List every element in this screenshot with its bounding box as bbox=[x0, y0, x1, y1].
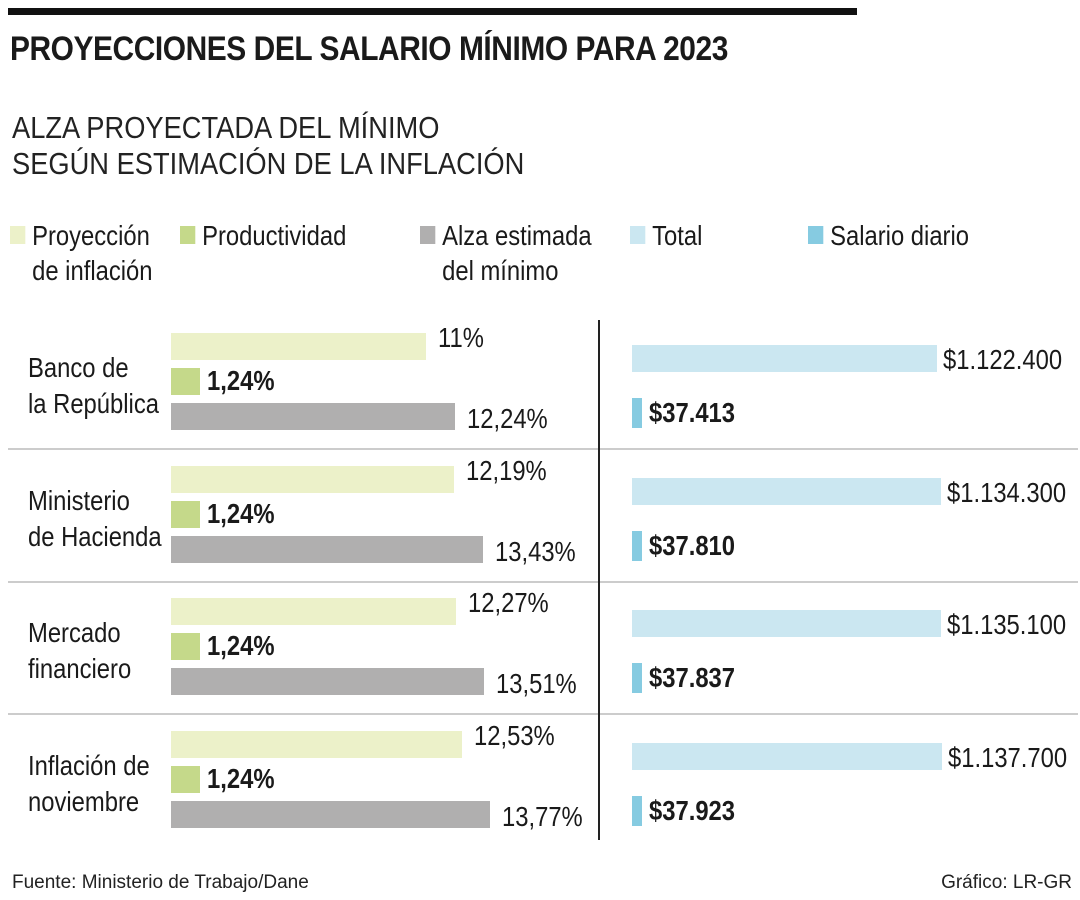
data-label: 1,24% bbox=[206, 365, 275, 396]
bar-productivity bbox=[171, 368, 200, 395]
legend-item: Salario diario bbox=[808, 218, 969, 253]
bar-inflation bbox=[171, 598, 456, 625]
bar-total bbox=[632, 345, 937, 372]
data-label: $1.135.100 bbox=[947, 609, 1067, 640]
bar-raise bbox=[171, 800, 491, 828]
bar-productivity bbox=[171, 633, 200, 660]
bar-total bbox=[632, 742, 942, 770]
legend-label: Productividad bbox=[202, 220, 347, 251]
legend-label: Salario diario bbox=[830, 220, 970, 251]
legend-swatch bbox=[808, 226, 824, 244]
data-label: 1,24% bbox=[206, 762, 275, 794]
legend-swatch bbox=[10, 226, 26, 244]
bar-raise bbox=[171, 403, 455, 430]
row-separator bbox=[8, 580, 1078, 583]
category-label: Inflación de noviembre bbox=[28, 749, 150, 817]
legend-item: Productividad bbox=[180, 218, 346, 253]
data-label: $37.810 bbox=[649, 529, 736, 561]
bar-productivity bbox=[171, 765, 200, 793]
bar-total bbox=[632, 610, 942, 637]
bar-inflation bbox=[171, 465, 454, 493]
data-label: $37.837 bbox=[649, 662, 736, 693]
bar-inflation bbox=[171, 730, 462, 758]
legend-label: Alza estimada del mínimo bbox=[442, 220, 592, 286]
bar-daily-wage bbox=[632, 530, 642, 561]
legend-item: Total bbox=[630, 218, 702, 253]
bar-daily-wage bbox=[632, 795, 642, 826]
bar-total bbox=[632, 477, 941, 505]
data-label: 12,27% bbox=[467, 587, 549, 618]
category-label: Mercado financiero bbox=[28, 617, 132, 684]
data-label: 13,77% bbox=[502, 800, 584, 832]
bar-inflation bbox=[171, 333, 427, 360]
row-separator bbox=[8, 448, 1078, 450]
row-separator bbox=[8, 713, 1078, 715]
bar-productivity bbox=[171, 500, 200, 528]
top-rule bbox=[8, 8, 857, 15]
subtitle-line-2: SEGÚN ESTIMACIÓN DE LA INFLACIÓN bbox=[12, 146, 525, 181]
divider-vertical bbox=[598, 320, 600, 840]
legend-swatch bbox=[630, 226, 646, 244]
legend-item: Alza estimada del mínimo bbox=[420, 218, 592, 288]
credit-note: Gráfico: LR-GR bbox=[941, 872, 1072, 893]
bar-daily-wage bbox=[632, 398, 642, 428]
subtitle-line-1: ALZA PROYECTADA DEL MÍNIMO bbox=[12, 110, 440, 145]
legend-item: Proyección de inflación bbox=[10, 218, 153, 288]
data-label: $1.122.400 bbox=[943, 344, 1063, 375]
data-label: 13,51% bbox=[496, 668, 578, 699]
chart-subtitle: ALZA PROYECTADA DEL MÍNIMO SEGÚN ESTIMAC… bbox=[12, 110, 524, 182]
data-label: 11% bbox=[438, 322, 485, 353]
data-label: 1,24% bbox=[206, 497, 275, 529]
legend-swatch bbox=[180, 226, 196, 244]
legend-label: Proyección de inflación bbox=[32, 220, 153, 286]
category-label: Ministerio de Hacienda bbox=[28, 484, 162, 552]
data-label: $1.137.700 bbox=[948, 741, 1068, 773]
category-label: Banco de la República bbox=[28, 352, 159, 419]
chart-title: PROYECCIONES DEL SALARIO MÍNIMO PARA 202… bbox=[10, 30, 728, 68]
data-label: 12,53% bbox=[473, 719, 555, 751]
source-note: Fuente: Ministerio de Trabajo/Dane bbox=[12, 872, 309, 893]
data-label: $1.134.300 bbox=[946, 476, 1066, 508]
data-label: $37.923 bbox=[649, 794, 736, 826]
data-label: 12,24% bbox=[466, 403, 548, 434]
legend-label: Total bbox=[652, 220, 703, 251]
data-label: 12,19% bbox=[465, 454, 547, 486]
legend-swatch bbox=[420, 226, 436, 244]
data-label: 13,43% bbox=[494, 535, 576, 567]
data-label: $37.413 bbox=[649, 397, 736, 428]
bar-raise bbox=[171, 668, 485, 695]
bar-raise bbox=[171, 535, 483, 563]
data-label: 1,24% bbox=[206, 630, 275, 661]
bar-daily-wage bbox=[632, 663, 642, 693]
